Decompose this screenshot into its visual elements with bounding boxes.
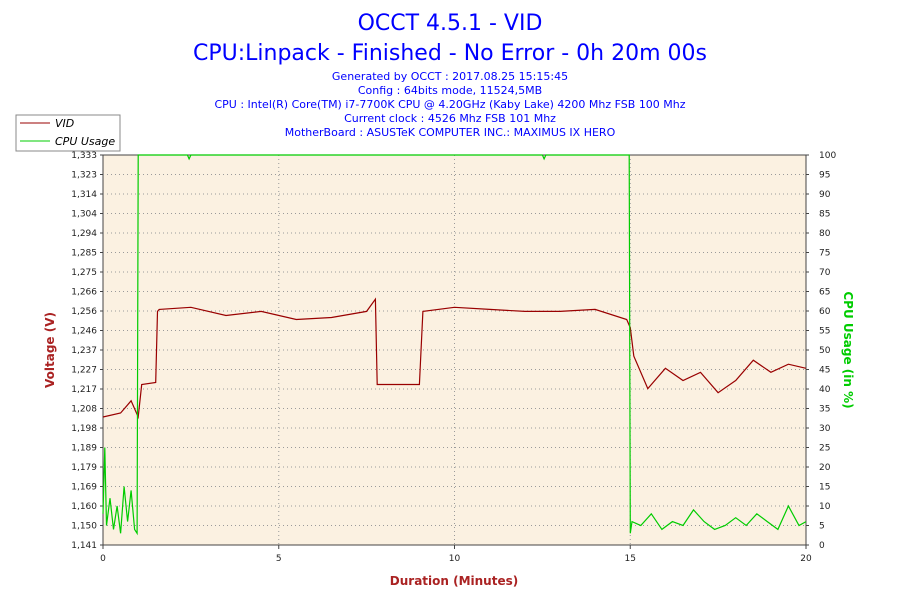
y-tick-label: 1,150 (71, 522, 97, 532)
info-config: Config : 64bits mode, 11524,5MB (358, 84, 542, 97)
y2-tick-label: 70 (819, 268, 831, 278)
info-generated: Generated by OCCT : 2017.08.25 15:15:45 (332, 70, 568, 83)
y2-tick-label: 85 (819, 210, 830, 220)
y-tick-label: 1,333 (71, 151, 97, 161)
y2-tick-label: 5 (819, 522, 825, 532)
y-tick-label: 1,217 (71, 385, 97, 395)
x-axis-label: Duration (Minutes) (390, 574, 518, 588)
y-tick-label: 1,179 (71, 463, 97, 473)
axis-ticks: 1,141 1,150 1,160 1,169 1,179 1,189 1,198 1,208… (71, 151, 836, 564)
y-tick-label: 1,227 (71, 366, 97, 376)
x-tick-label: 5 (276, 554, 282, 564)
y-tick-label: 1,314 (71, 190, 97, 200)
legend: VID CPU Usage (15, 114, 121, 152)
y2-tick-label: 30 (819, 424, 831, 434)
y2-tick-label: 60 (819, 307, 831, 317)
y-tick-label: 1,160 (71, 502, 97, 512)
y-tick-label: 1,189 (71, 444, 97, 454)
y2-tick-label: 15 (819, 483, 830, 493)
y2-tick-label: 20 (819, 463, 831, 473)
y-tick-label: 1,141 (71, 541, 97, 551)
info-motherboard: MotherBoard : ASUSTeK COMPUTER INC.: MAX… (285, 126, 616, 139)
y2-tick-label: 25 (819, 444, 830, 454)
y2-tick-label: 10 (819, 502, 831, 512)
chart-title: OCCT 4.5.1 - VID (358, 11, 543, 36)
y2-tick-label: 0 (819, 541, 825, 551)
x-tick-label: 0 (100, 554, 106, 564)
series-line-cpu-usage (102, 154, 807, 536)
y2-tick-label: 80 (819, 229, 831, 239)
y-tick-label: 1,208 (71, 405, 97, 415)
y-tick-label: 1,323 (71, 171, 97, 181)
info-cpu: CPU : Intel(R) Core(TM) i7-7700K CPU @ 4… (214, 98, 685, 111)
y2-tick-label: 45 (819, 366, 830, 376)
series-lines (102, 154, 807, 536)
y2-tick-label: 65 (819, 288, 830, 298)
y2-tick-label: 100 (819, 151, 836, 161)
y2-tick-label: 50 (819, 346, 831, 356)
y-tick-label: 1,169 (71, 483, 97, 493)
y-tick-label: 1,246 (71, 327, 97, 337)
y2-tick-label: 90 (819, 190, 831, 200)
chart-subtitle: CPU:Linpack - Finished - No Error - 0h 2… (193, 41, 707, 66)
y-tick-label: 1,294 (71, 229, 97, 239)
y2-tick-label: 35 (819, 405, 830, 415)
y-tick-label: 1,266 (71, 288, 97, 298)
x-tick-label: 15 (625, 554, 636, 564)
y-tick-label: 1,198 (71, 424, 97, 434)
x-tick-label: 10 (449, 554, 461, 564)
y2-tick-label: 95 (819, 171, 830, 181)
plot-area (102, 154, 807, 546)
legend-box (15, 114, 121, 152)
series-line-vid (102, 297, 807, 420)
legend-label-vid: VID (55, 117, 74, 130)
y-tick-label: 1,237 (71, 346, 97, 356)
y-tick-label: 1,275 (71, 268, 97, 278)
info-clock: Current clock : 4526 Mhz FSB 101 Mhz (344, 112, 556, 125)
y-tick-label: 1,304 (71, 210, 97, 220)
x-tick-label: 20 (800, 554, 812, 564)
y2-axis-label: CPU Usage (in %) (841, 291, 855, 408)
y-tick-label: 1,285 (71, 249, 97, 259)
y-tick-label: 1,256 (71, 307, 97, 317)
y2-tick-label: 55 (819, 327, 830, 337)
y2-tick-label: 40 (819, 385, 831, 395)
y2-tick-label: 75 (819, 249, 830, 259)
legend-label-cpu-usage: CPU Usage (55, 135, 115, 148)
y-axis-label: Voltage (V) (43, 312, 57, 388)
